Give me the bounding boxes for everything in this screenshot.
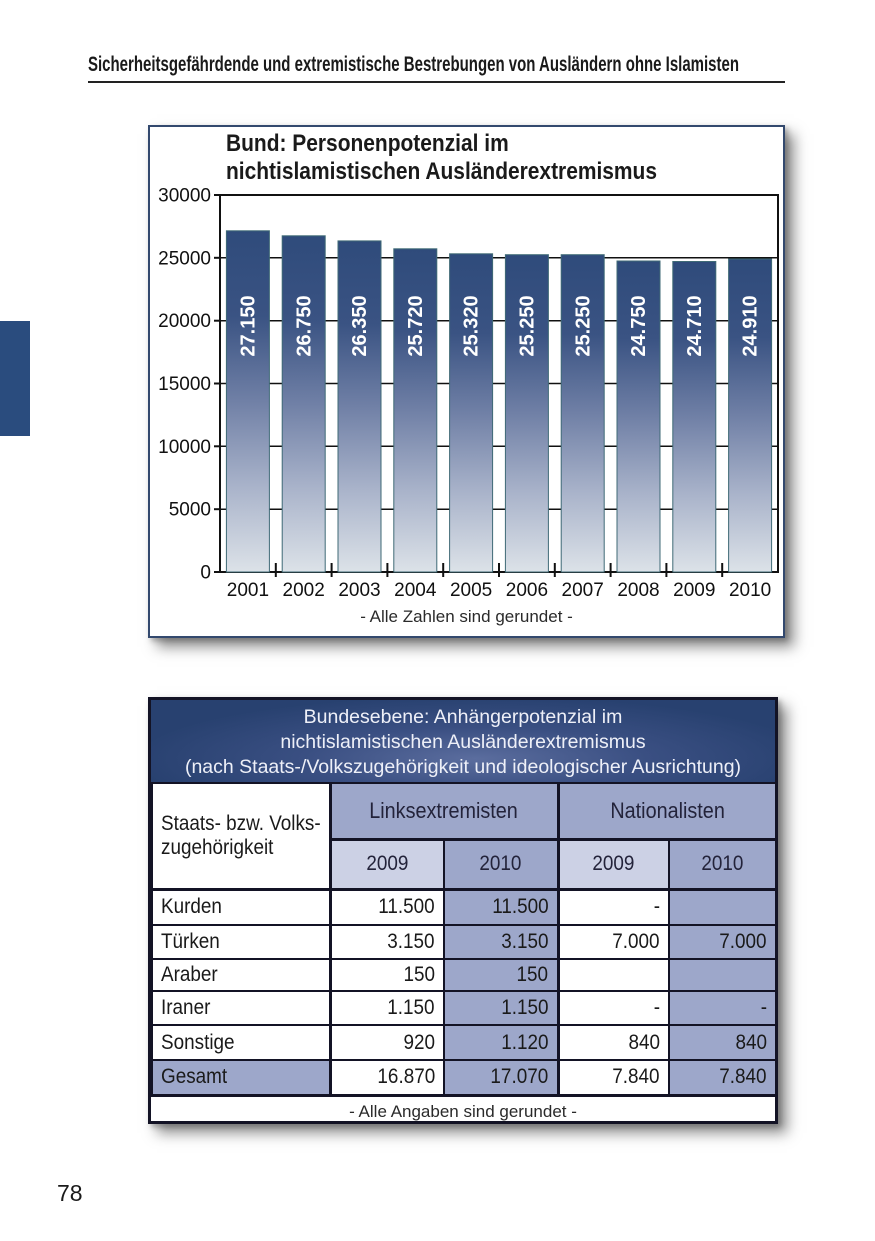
svg-text:2010: 2010 bbox=[729, 580, 771, 601]
svg-text:24.750: 24.750 bbox=[628, 295, 650, 356]
svg-text:26.350: 26.350 bbox=[349, 295, 371, 356]
svg-text:27.150: 27.150 bbox=[238, 295, 260, 356]
svg-text:2005: 2005 bbox=[450, 580, 492, 601]
svg-text:25000: 25000 bbox=[158, 248, 211, 269]
svg-text:25.320: 25.320 bbox=[461, 295, 483, 356]
svg-text:2006: 2006 bbox=[506, 580, 548, 601]
svg-text:10000: 10000 bbox=[158, 437, 211, 458]
svg-text:30000: 30000 bbox=[158, 186, 211, 207]
svg-text:20000: 20000 bbox=[158, 311, 211, 332]
svg-text:0: 0 bbox=[200, 563, 211, 584]
svg-text:25.250: 25.250 bbox=[517, 295, 539, 356]
svg-text:25.250: 25.250 bbox=[572, 295, 594, 356]
svg-text:2004: 2004 bbox=[394, 580, 437, 601]
svg-text:2002: 2002 bbox=[283, 580, 325, 601]
svg-text:2007: 2007 bbox=[562, 580, 604, 601]
svg-text:25.720: 25.720 bbox=[405, 295, 427, 356]
svg-text:2009: 2009 bbox=[673, 580, 715, 601]
svg-text:2003: 2003 bbox=[338, 580, 380, 601]
svg-text:15000: 15000 bbox=[158, 374, 211, 395]
svg-text:2008: 2008 bbox=[617, 580, 659, 601]
svg-text:24.910: 24.910 bbox=[740, 295, 762, 356]
svg-text:24.710: 24.710 bbox=[684, 295, 706, 356]
svg-text:5000: 5000 bbox=[169, 500, 211, 521]
svg-text:26.750: 26.750 bbox=[293, 295, 315, 356]
svg-text:2001: 2001 bbox=[227, 580, 269, 601]
